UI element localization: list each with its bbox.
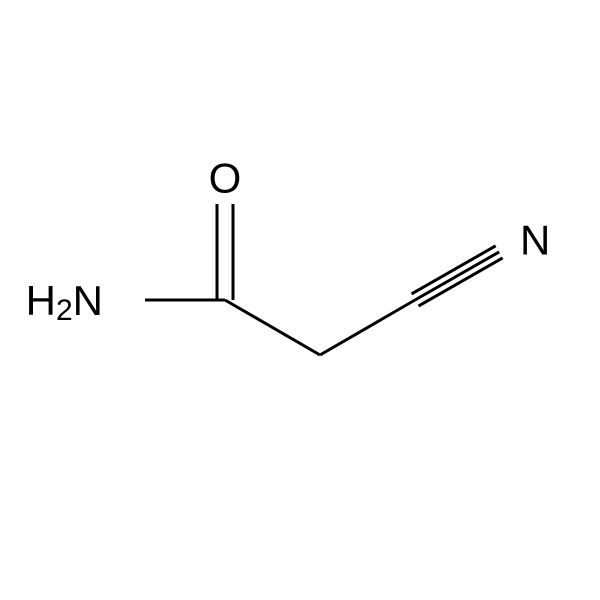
- atom-label-N_nitrile: N: [520, 217, 550, 264]
- chemical-structure-svg: O N H2N: [0, 0, 600, 600]
- bond-single: [225, 300, 320, 355]
- bond-triple: [415, 252, 499, 300]
- atom-label-N_amine: H2N: [26, 277, 103, 327]
- bond-single: [320, 300, 415, 355]
- atom-label-O: O: [209, 155, 242, 202]
